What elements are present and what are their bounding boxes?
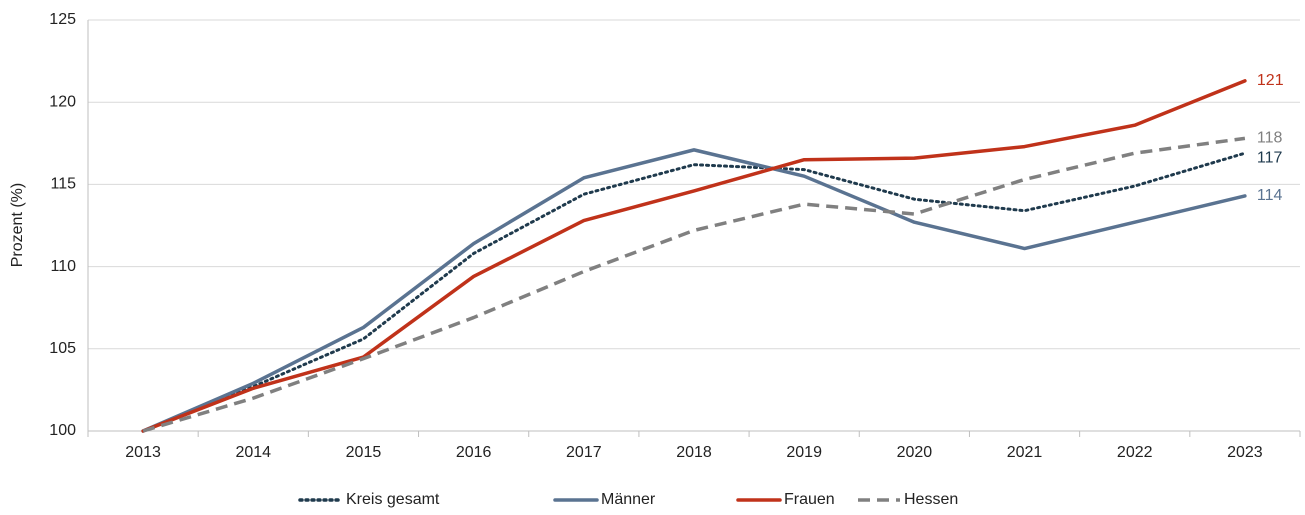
x-tick-label: 2013 [125, 444, 161, 461]
y-tick-label: 125 [49, 11, 76, 28]
x-tick-label: 2023 [1227, 444, 1263, 461]
data-label: 118 [1257, 130, 1283, 147]
x-tick-label: 2016 [456, 444, 492, 461]
x-tick-label: 2014 [235, 444, 271, 461]
data-label: 117 [1257, 149, 1283, 166]
x-tick-label: 2015 [346, 444, 382, 461]
series-line [141, 79, 1247, 433]
y-axis-label: Prozent (%) [9, 183, 26, 267]
y-tick-label: 120 [49, 93, 76, 110]
x-tick-label: 2021 [1007, 444, 1043, 461]
legend-label: Männer [601, 491, 656, 508]
legend-label: Kreis gesamt [346, 491, 440, 508]
data-label: 114 [1257, 187, 1283, 204]
y-tick-label: 100 [49, 422, 76, 439]
legend-label: Frauen [784, 491, 835, 508]
data-label: 121 [1257, 72, 1284, 89]
x-tick-label: 2020 [897, 444, 933, 461]
y-tick-label: 105 [49, 340, 76, 357]
x-tick-label: 2022 [1117, 444, 1153, 461]
x-tick-label: 2017 [566, 444, 602, 461]
series-line [142, 136, 1246, 433]
series-line [141, 151, 1247, 433]
x-tick-label: 2019 [786, 444, 822, 461]
legend-label: Hessen [904, 491, 958, 508]
y-tick-label: 110 [50, 258, 76, 275]
series-line [141, 148, 1247, 433]
y-tick-label: 115 [50, 176, 76, 193]
x-tick-label: 2018 [676, 444, 712, 461]
